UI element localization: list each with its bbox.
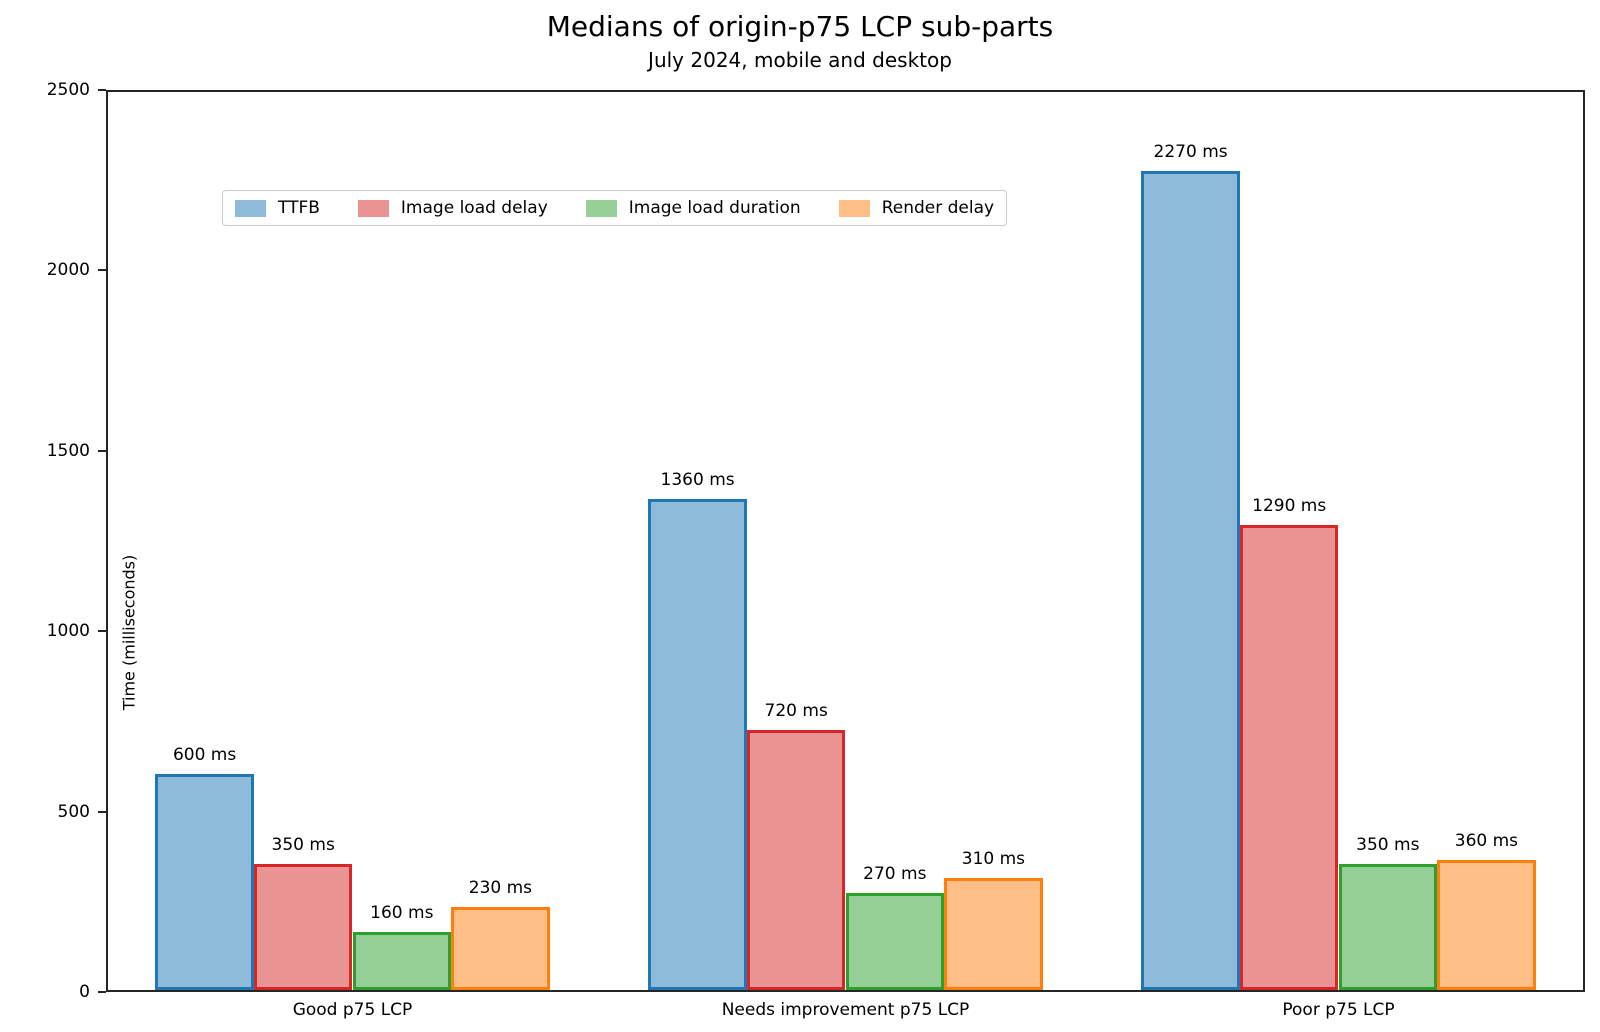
legend-swatch-icon	[838, 199, 870, 217]
legend: TTFB Image load delay Image load duration R…	[222, 190, 1008, 226]
bar-value-label: 1290 ms	[1252, 495, 1327, 516]
bar-ttfb-needs-improvement-p75-lcp	[648, 499, 747, 990]
y-tick-mark	[98, 810, 106, 813]
bar-value-label: 230 ms	[468, 878, 533, 899]
bar-value-label: 350 ms	[1356, 834, 1420, 855]
y-tick-mark	[98, 269, 106, 272]
y-axis-label: Time (milliseconds)	[119, 554, 139, 711]
bar-image-load-delay-good-p75-lcp	[253, 863, 353, 990]
y-tick-label: 2500	[46, 80, 90, 100]
bar-image-load-duration-needs-improvement-p75-lcp	[845, 892, 945, 990]
y-tick-mark	[98, 991, 106, 993]
chart-title: Medians of origin-p75 LCP sub-parts	[546, 10, 1054, 43]
legend-swatch-icon	[585, 199, 617, 217]
legend-label: Image load delay	[400, 198, 548, 218]
x-tick-label: Needs improvement p75 LCP	[721, 1000, 970, 1020]
bar-value-label: 720 ms	[764, 701, 828, 722]
bar-image-load-delay-needs-improvement-p75-lcp	[746, 730, 846, 990]
y-tick-mark	[98, 630, 106, 633]
bar-value-label: 360 ms	[1454, 831, 1519, 852]
bar-render-delay-good-p75-lcp	[451, 907, 550, 990]
legend-label: TTFB	[278, 198, 320, 218]
bar-value-label: 2270 ms	[1153, 141, 1228, 162]
plot-area: Time (milliseconds) TTFB Image load delay…	[106, 90, 1585, 992]
bar-render-delay-poor-p75-lcp	[1437, 860, 1536, 990]
y-tick-label: 1000	[46, 621, 90, 642]
bar-value-label: 1360 ms	[660, 470, 735, 491]
y-tick-label: 500	[57, 801, 90, 822]
x-tick-label: Poor p75 LCP	[1282, 1000, 1395, 1020]
legend-item-ttfb: TTFB	[235, 198, 320, 218]
bar-image-load-duration-poor-p75-lcp	[1338, 863, 1438, 990]
legend-item-render-delay: Render delay	[838, 198, 995, 218]
y-tick-mark	[98, 449, 106, 452]
bar-image-load-delay-poor-p75-lcp	[1239, 524, 1339, 990]
bar-value-label: 310 ms	[961, 849, 1026, 870]
legend-swatch-icon	[357, 199, 389, 217]
bar-ttfb-poor-p75-lcp	[1141, 170, 1240, 990]
y-tick-label: 1500	[46, 440, 90, 461]
legend-item-image-load-duration: Image load duration	[585, 198, 801, 218]
legend-label: Image load duration	[628, 198, 801, 218]
legend-item-image-load-delay: Image load delay	[357, 198, 548, 218]
bar-image-load-duration-good-p75-lcp	[352, 932, 452, 990]
chart-subtitle: July 2024, mobile and desktop	[648, 48, 952, 72]
x-tick-label: Good p75 LCP	[292, 1000, 413, 1020]
bar-ttfb-good-p75-lcp	[155, 773, 254, 990]
legend-label: Render delay	[881, 198, 995, 218]
bar-value-label: 160 ms	[370, 903, 434, 924]
bar-value-label: 350 ms	[271, 834, 335, 855]
y-tick-mark	[98, 89, 106, 91]
bar-render-delay-needs-improvement-p75-lcp	[944, 878, 1043, 990]
y-tick-label: 2000	[46, 260, 90, 281]
bar-value-label: 600 ms	[172, 744, 237, 765]
legend-swatch-icon	[235, 199, 266, 217]
bar-value-label: 270 ms	[863, 863, 927, 884]
y-tick-label: 0	[79, 982, 90, 1002]
